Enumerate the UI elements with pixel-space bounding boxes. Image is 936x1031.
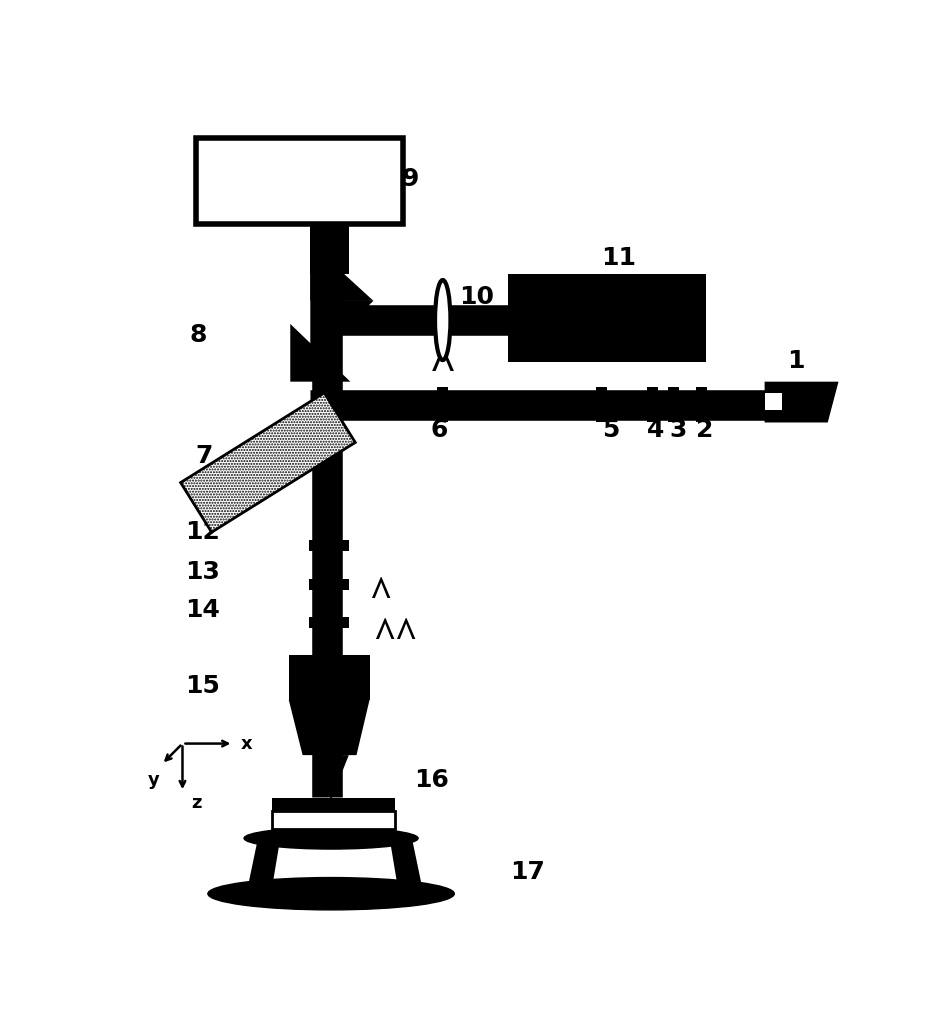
Polygon shape <box>288 700 370 755</box>
Polygon shape <box>271 810 395 829</box>
Text: 7: 7 <box>196 444 212 468</box>
Polygon shape <box>314 755 349 800</box>
Text: 9: 9 <box>402 167 419 191</box>
Polygon shape <box>197 137 402 224</box>
Text: 10: 10 <box>460 285 494 309</box>
Polygon shape <box>181 393 356 532</box>
Polygon shape <box>765 393 782 410</box>
Text: 17: 17 <box>510 860 545 885</box>
Polygon shape <box>696 387 707 423</box>
Text: $\mathcal{\Lambda}$: $\mathcal{\Lambda}$ <box>373 614 395 645</box>
Text: 6: 6 <box>431 419 448 442</box>
Text: x: x <box>241 734 253 753</box>
Text: 1: 1 <box>786 348 804 373</box>
Text: 11: 11 <box>601 246 636 270</box>
Polygon shape <box>508 274 706 363</box>
Polygon shape <box>437 387 448 423</box>
Polygon shape <box>271 843 398 889</box>
Text: z: z <box>192 794 202 811</box>
Text: y: y <box>148 770 160 789</box>
Text: $\mathcal{\Lambda}$: $\mathcal{\Lambda}$ <box>371 574 392 605</box>
Polygon shape <box>765 381 839 423</box>
Text: 5: 5 <box>602 419 620 442</box>
Polygon shape <box>309 540 349 552</box>
Ellipse shape <box>435 280 450 360</box>
Polygon shape <box>311 224 349 274</box>
Text: 4: 4 <box>647 419 664 442</box>
Polygon shape <box>668 387 680 423</box>
Polygon shape <box>271 798 395 810</box>
Polygon shape <box>288 655 370 700</box>
Polygon shape <box>596 387 607 423</box>
Polygon shape <box>246 838 423 894</box>
Text: $\mathcal{\Lambda}$: $\mathcal{\Lambda}$ <box>395 614 417 645</box>
Text: 14: 14 <box>185 598 220 623</box>
Text: 8: 8 <box>189 324 207 347</box>
Text: 15: 15 <box>185 674 220 698</box>
Ellipse shape <box>208 877 454 910</box>
Polygon shape <box>290 324 350 381</box>
Polygon shape <box>647 387 658 423</box>
Ellipse shape <box>244 828 418 850</box>
Text: 2: 2 <box>695 419 713 442</box>
Polygon shape <box>311 301 373 363</box>
Text: 16: 16 <box>415 768 449 792</box>
Text: 3: 3 <box>669 419 687 442</box>
Polygon shape <box>311 243 373 301</box>
Polygon shape <box>309 578 349 590</box>
Polygon shape <box>309 618 349 628</box>
Polygon shape <box>311 243 370 301</box>
Text: $\mathcal{\Lambda}$: $\mathcal{\Lambda}$ <box>431 344 455 378</box>
Text: 13: 13 <box>185 560 220 584</box>
Text: 12: 12 <box>185 520 220 543</box>
Polygon shape <box>271 829 395 838</box>
Polygon shape <box>497 308 512 332</box>
